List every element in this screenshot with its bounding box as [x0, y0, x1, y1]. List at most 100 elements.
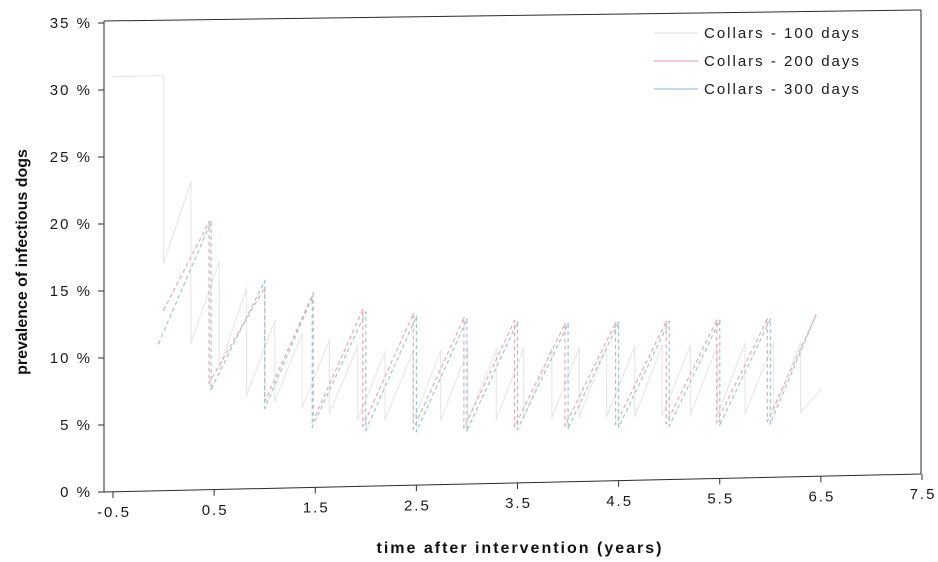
data-point	[799, 411, 802, 414]
data-point	[718, 319, 721, 322]
data-point	[273, 400, 276, 403]
data-point	[661, 344, 663, 347]
data-point	[263, 280, 266, 282]
legend-label: Collars - 300 days	[704, 81, 861, 98]
data-point	[301, 332, 303, 335]
data-point	[605, 415, 608, 418]
data-point	[463, 427, 465, 429]
data-point	[439, 419, 442, 422]
data-point	[466, 429, 468, 432]
y-tick-label: 25 %	[50, 149, 92, 166]
data-point	[356, 345, 359, 347]
x-tick-label: 1.5	[303, 500, 330, 517]
data-point	[245, 394, 248, 397]
data-point	[567, 427, 569, 430]
y-axis-title: prevalence of infectious dogs	[14, 149, 31, 375]
data-point	[772, 342, 775, 345]
data-point	[633, 415, 636, 417]
data-point	[551, 347, 553, 350]
x-tick-label: 7.5	[910, 486, 937, 503]
y-axis-ticks: 0 % 5 % 10 % 15 % 20 % 25 % 30 % 35 %	[50, 15, 104, 501]
data-point	[744, 343, 746, 345]
data-point	[208, 381, 211, 384]
data-point	[495, 418, 498, 421]
data-point	[689, 413, 692, 416]
data-point	[814, 314, 817, 317]
data-point	[578, 416, 581, 419]
data-point	[617, 426, 620, 428]
x-tick-label: 0.5	[202, 502, 229, 519]
x-axis-ticks: -0.5 0.5 1.5 2.5 3.5 4.5 5.5 6.5 7.5	[97, 474, 937, 521]
data-point	[162, 262, 165, 264]
data-point	[356, 418, 359, 421]
data-point	[162, 309, 165, 311]
data-point	[364, 311, 367, 314]
data-point	[766, 318, 769, 321]
legend-label: Collars - 200 days	[704, 53, 861, 70]
x-tick-label: -0.5	[97, 504, 131, 521]
data-point	[513, 320, 516, 322]
data-point	[361, 308, 364, 311]
plot-frame-top	[103, 9, 922, 22]
data-point	[463, 317, 465, 319]
data-point	[522, 348, 525, 350]
data-point	[301, 406, 303, 409]
y-tick-label: 5 %	[60, 417, 92, 434]
data-point	[190, 181, 192, 184]
data-point	[162, 74, 165, 77]
data-point	[513, 425, 516, 428]
data-point	[190, 342, 192, 344]
data-point	[218, 260, 221, 263]
data-point	[633, 345, 636, 348]
data-point	[665, 422, 668, 425]
data-point	[384, 418, 386, 420]
y-tick-label: 35 %	[50, 15, 92, 32]
plot-frame	[103, 9, 922, 493]
data-point	[744, 412, 746, 415]
data-point	[799, 341, 802, 344]
data-point	[218, 368, 221, 370]
data-point	[415, 430, 418, 433]
data-point	[617, 321, 620, 324]
data-point	[665, 320, 668, 323]
y-tick-label: 10 %	[50, 350, 92, 367]
data-point	[605, 346, 608, 348]
data-point	[361, 425, 364, 427]
y-tick-label: 0 %	[60, 484, 92, 501]
data-point	[668, 320, 671, 323]
data-point	[766, 420, 769, 423]
data-point	[210, 220, 213, 223]
x-tick-label: 5.5	[707, 491, 734, 508]
data-point	[578, 346, 581, 349]
data-point	[415, 315, 418, 318]
data-point	[689, 344, 692, 347]
data-point	[364, 429, 367, 431]
data-point	[328, 338, 331, 341]
data-point	[769, 422, 772, 425]
data-point	[715, 421, 718, 424]
data-point	[516, 321, 519, 324]
data-point	[311, 426, 314, 429]
data-point	[210, 388, 213, 391]
x-tick-label: 4.5	[606, 493, 633, 510]
data-point	[412, 428, 415, 430]
data-point	[715, 319, 718, 322]
data-point	[328, 412, 331, 415]
series-line-3	[157, 221, 817, 432]
data-point	[273, 320, 276, 322]
data-point	[614, 321, 617, 324]
data-point	[516, 428, 519, 431]
data-point	[112, 75, 114, 78]
y-tick-label: 15 %	[50, 283, 92, 300]
x-tick-label: 3.5	[505, 495, 532, 512]
data-point	[551, 417, 553, 419]
y-tick-label: 20 %	[50, 216, 92, 233]
data-point	[564, 424, 566, 427]
data-point	[668, 425, 671, 427]
x-tick-label: 2.5	[404, 497, 431, 514]
x-axis-title: time after intervention (years)	[377, 540, 664, 557]
data-point	[384, 351, 386, 353]
series-line-1	[112, 74, 822, 422]
data-point	[466, 318, 468, 321]
